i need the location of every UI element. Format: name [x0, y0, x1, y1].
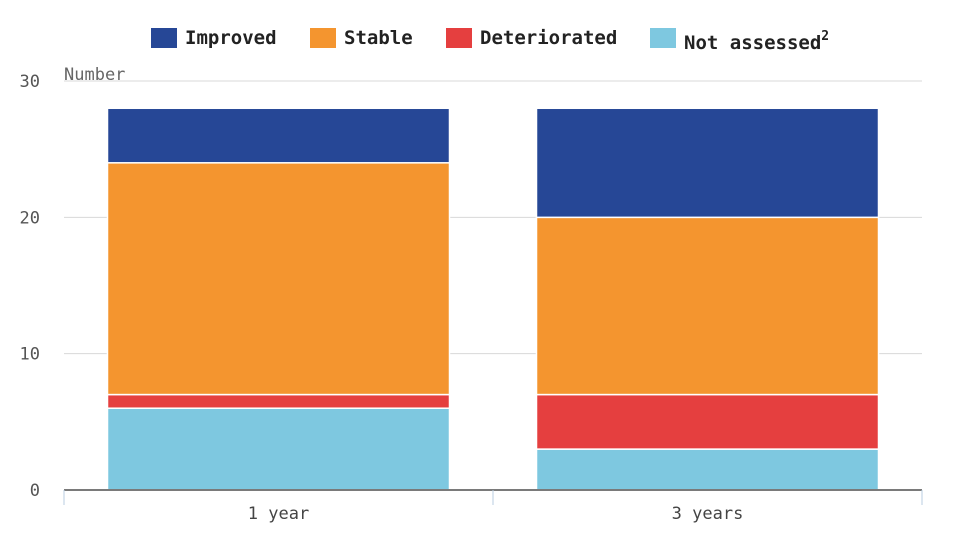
- bar-segment-not-assessed: [106, 407, 451, 491]
- legend-swatch: [446, 28, 472, 48]
- y-axis-unit-label: Number: [64, 65, 125, 85]
- x-tick-label: 3 years: [672, 504, 744, 524]
- legend-label: Stable: [344, 27, 413, 49]
- legend-swatch: [151, 28, 177, 48]
- bars: [106, 107, 880, 491]
- x-axis: 1 year 3 years: [63, 489, 923, 524]
- legend-item-not-assessed: Not assessed2: [650, 28, 829, 54]
- legend-label: Improved: [185, 27, 277, 49]
- legend-swatch: [310, 28, 336, 48]
- y-axis: 0 10 20 30: [20, 72, 40, 501]
- bar-segment-stable: [106, 162, 451, 396]
- y-tick-label: 20: [20, 208, 40, 228]
- bar-segment-not-assessed: [535, 448, 880, 491]
- legend-item-improved: Improved: [151, 27, 277, 49]
- legend-item-stable: Stable: [310, 27, 413, 49]
- bar-segment-improved: [106, 107, 451, 164]
- chart-legend: Improved Stable Deteriorated Not assessed2: [151, 27, 829, 54]
- y-tick-label: 0: [30, 481, 40, 501]
- legend-label: Deteriorated: [480, 27, 617, 49]
- x-tick-label: 1 year: [248, 504, 309, 524]
- legend-footnote-marker: 2: [821, 29, 829, 44]
- y-tick-label: 30: [20, 72, 40, 92]
- bar-segment-deteriorated: [535, 393, 880, 450]
- legend-label: Not assessed2: [684, 29, 829, 54]
- y-tick-label: 10: [20, 345, 40, 365]
- bar-segment-improved: [535, 107, 880, 219]
- bar-segment-stable: [535, 216, 880, 396]
- legend-item-deteriorated: Deteriorated: [446, 27, 617, 49]
- legend-swatch: [650, 28, 676, 48]
- bar-segment-deteriorated: [106, 393, 451, 409]
